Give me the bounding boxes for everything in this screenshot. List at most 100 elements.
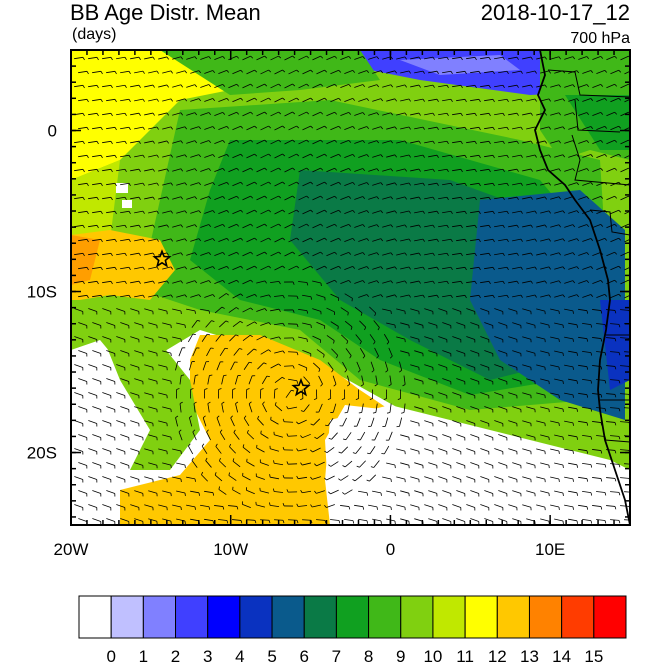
wind-barb-flag (292, 111, 296, 115)
wind-barb (550, 84, 560, 88)
wind-barb (372, 98, 381, 102)
wind-barb (330, 97, 339, 103)
wind-barb (358, 210, 367, 214)
wind-barb (270, 223, 279, 229)
wind-barb (158, 336, 168, 340)
wind-barb (372, 518, 382, 522)
wind-barb-flag (572, 56, 576, 60)
wind-barb (274, 434, 284, 438)
wind-barb (88, 308, 97, 312)
wind-barb (330, 181, 339, 187)
wind-barb (452, 448, 461, 452)
wind-barb-flag (604, 294, 608, 297)
x-tick-label: 10E (535, 540, 565, 559)
wind-barb (331, 348, 338, 356)
wind-barb-flag (516, 224, 519, 228)
wind-barb (582, 434, 592, 438)
wind-barb (368, 224, 377, 228)
wind-barb-flag (226, 293, 229, 296)
wind-barb-flag (576, 182, 580, 186)
wind-barb (256, 195, 265, 201)
wind-barb-flag (376, 506, 378, 510)
wind-barb (606, 55, 615, 61)
wind-barb (536, 392, 546, 396)
wind-barb-flag (352, 452, 356, 454)
wind-barb (232, 209, 241, 215)
wind-barb-flag (534, 154, 537, 158)
wind-barb-flag (576, 436, 578, 440)
wind-barb (162, 210, 172, 214)
wind-barb (498, 238, 508, 242)
wind-barb-flag (142, 266, 145, 270)
wind-barb (92, 238, 102, 242)
wind-barb (148, 210, 158, 214)
wind-barb (242, 55, 251, 61)
wind-barb (498, 294, 508, 298)
wind-barb-flag (492, 239, 495, 243)
wind-barb (148, 126, 158, 130)
wind-barb (116, 84, 126, 88)
wind-barb (554, 154, 564, 158)
wind-barb-flag (156, 70, 159, 74)
wind-barb (382, 504, 392, 508)
wind-barb-flag (633, 520, 634, 523)
wind-barb (484, 462, 493, 466)
wind-barb (550, 224, 560, 228)
wind-barb (484, 182, 494, 186)
colorbar-swatch (303, 595, 337, 639)
wind-barb (498, 462, 507, 466)
wind-barb (316, 432, 325, 440)
wind-barb-flag (362, 112, 366, 116)
wind-barb (232, 293, 241, 299)
wind-barb (340, 83, 349, 89)
wind-barb-flag (530, 56, 533, 60)
wind-barb (134, 378, 143, 382)
wind-barb (256, 476, 265, 480)
wind-barb-flag (292, 251, 296, 255)
wind-barb (550, 140, 560, 144)
wind-barb-flag (548, 210, 552, 214)
wind-barb (235, 403, 239, 413)
wind-barb-flag (206, 429, 209, 433)
wind-barb-flag (114, 99, 117, 103)
wind-barb (301, 389, 304, 399)
map-datetime: 2018-10-17_12 (480, 0, 630, 25)
wind-barb-flag (506, 127, 509, 131)
wind-barb-flag (198, 182, 202, 186)
wind-barb (214, 139, 223, 145)
wind-barb (361, 375, 364, 385)
wind-barb (274, 209, 283, 215)
wind-barb (466, 56, 476, 60)
wind-barb-flag (492, 71, 495, 75)
wind-barb-flag (184, 98, 188, 102)
wind-barb (512, 182, 522, 186)
wind-barb-flag (268, 153, 272, 157)
colorbar-label: 11 (456, 647, 474, 666)
wind-barb-flag (236, 55, 240, 59)
wind-barb (438, 420, 447, 424)
wind-barb-flag (254, 69, 258, 73)
wind-barb (284, 223, 293, 229)
colorbar-label: 0 (106, 647, 115, 666)
country-borders (547, 69, 630, 443)
wind-barb-flag (170, 182, 173, 186)
wind-barb (554, 98, 564, 102)
wind-barb (218, 69, 227, 75)
wind-barb (480, 504, 489, 508)
wind-barb (102, 168, 112, 172)
wind-barb-flag (179, 401, 183, 404)
wind-barb (484, 98, 494, 102)
wind-barb-flag (306, 167, 310, 171)
wind-barb-flag (268, 69, 272, 73)
wind-barb-flag (576, 408, 578, 412)
wind-barb-flag (226, 266, 230, 269)
wind-barb (596, 351, 606, 353)
x-axis-labels: 20W 10W 0 10E (54, 540, 566, 559)
wind-barb (144, 308, 153, 312)
wind-barb (456, 266, 466, 270)
wind-barb-flag (576, 98, 580, 102)
wind-barb-flag (212, 98, 216, 101)
wind-barb (246, 321, 255, 327)
wind-barb (246, 348, 255, 356)
colorbar-swatch (464, 595, 498, 639)
